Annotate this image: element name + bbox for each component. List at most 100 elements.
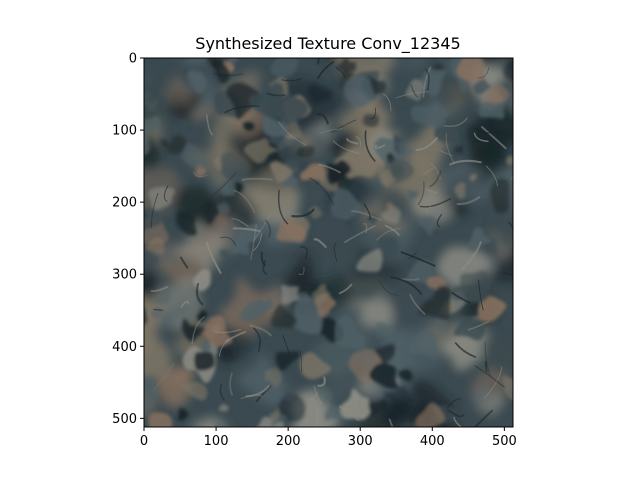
texture-stroke bbox=[313, 238, 327, 248]
texture-patch bbox=[219, 249, 230, 260]
texture-patch bbox=[144, 89, 169, 118]
texture-stroke bbox=[461, 241, 482, 271]
texture-stroke bbox=[232, 227, 261, 233]
texture-patch bbox=[243, 121, 255, 131]
texture-stroke bbox=[437, 149, 453, 156]
texture-stroke bbox=[163, 185, 169, 202]
texture-stroke bbox=[316, 113, 329, 125]
texture-stroke bbox=[192, 171, 208, 178]
texture-patch bbox=[181, 143, 207, 169]
texture-patch bbox=[375, 322, 396, 340]
texture-patch bbox=[257, 416, 285, 427]
texture-patch bbox=[330, 188, 363, 220]
texture-patch bbox=[212, 58, 230, 84]
texture-patch bbox=[213, 185, 257, 227]
texture-patch bbox=[145, 237, 165, 255]
texture-patch bbox=[176, 211, 197, 236]
texture-stroke bbox=[449, 159, 482, 166]
texture-sharp-patches bbox=[144, 58, 513, 427]
texture-patch bbox=[187, 70, 207, 94]
texture-stroke bbox=[477, 66, 489, 79]
texture-patch bbox=[271, 304, 297, 329]
texture-stroke bbox=[481, 126, 507, 150]
texture-stroke bbox=[335, 66, 346, 78]
texture-stroke bbox=[410, 84, 419, 98]
texture-patch bbox=[335, 315, 366, 349]
texture-stroke bbox=[474, 365, 505, 388]
texture-stroke bbox=[212, 72, 244, 77]
texture-stroke bbox=[281, 78, 302, 82]
texture-patch bbox=[262, 298, 274, 311]
texture-stroke bbox=[422, 66, 432, 98]
texture-stroke bbox=[400, 251, 436, 267]
texture-patch bbox=[144, 375, 160, 410]
texture-patch bbox=[342, 69, 355, 83]
texture-stroke bbox=[299, 246, 308, 259]
texture-patch bbox=[429, 102, 448, 131]
texture-patch bbox=[300, 163, 326, 182]
texture-patch bbox=[485, 337, 513, 373]
texture-patch bbox=[221, 182, 236, 196]
texture-patch bbox=[398, 369, 413, 382]
texture-stroke bbox=[473, 132, 489, 143]
texture-patch bbox=[341, 245, 361, 268]
texture-patch bbox=[165, 75, 194, 107]
texture-stroke bbox=[298, 266, 305, 276]
texture-stroke bbox=[451, 291, 472, 304]
texture-stroke bbox=[153, 308, 164, 311]
texture-stroke bbox=[150, 192, 159, 228]
texture-stroke bbox=[436, 214, 443, 228]
texture-stroke bbox=[454, 342, 477, 358]
texture-stroke bbox=[350, 210, 382, 222]
texture-patch bbox=[309, 206, 323, 219]
texture-patch bbox=[398, 140, 414, 157]
texture-patch bbox=[459, 270, 490, 302]
texture-patch bbox=[192, 418, 219, 427]
x-tick-label: 200 bbox=[276, 434, 301, 449]
texture-stroke bbox=[467, 320, 490, 331]
texture-stroke bbox=[309, 392, 318, 401]
texture-stroke bbox=[409, 293, 426, 315]
texture-patch bbox=[419, 285, 452, 320]
plot-title: Synthesized Texture Conv_12345 bbox=[195, 34, 460, 54]
texture-patch bbox=[144, 129, 150, 156]
texture-stroke bbox=[417, 181, 425, 206]
texture-stroke bbox=[278, 121, 307, 146]
texture-patch bbox=[144, 60, 161, 80]
texture-patch bbox=[503, 58, 513, 81]
texture-patch bbox=[275, 351, 300, 371]
texture-patch bbox=[278, 393, 306, 422]
texture-patch bbox=[356, 249, 383, 273]
texture-stroke bbox=[424, 187, 439, 194]
texture-patch bbox=[181, 381, 208, 401]
texture-stroke bbox=[346, 137, 359, 145]
texture-stroke bbox=[262, 259, 268, 275]
texture-patch bbox=[153, 288, 171, 305]
texture-patch bbox=[214, 346, 236, 364]
texture-patch bbox=[506, 156, 513, 166]
x-axis: 0 100 200 300 400 500 bbox=[140, 427, 517, 449]
texture-image bbox=[144, 58, 513, 427]
texture-stroke bbox=[364, 130, 376, 162]
texture-patch bbox=[468, 227, 492, 251]
texture-patch bbox=[329, 139, 351, 157]
y-tick-label: 200 bbox=[112, 196, 137, 211]
texture-patch bbox=[144, 207, 162, 231]
texture-stroke bbox=[240, 394, 263, 400]
texture-patch bbox=[386, 76, 412, 100]
texture-stroke bbox=[319, 128, 343, 134]
texture-patch bbox=[389, 162, 404, 178]
texture-patch bbox=[175, 58, 188, 64]
texture-patch bbox=[269, 161, 293, 183]
texture-stroke bbox=[277, 189, 289, 225]
x-tick-label: 400 bbox=[420, 434, 445, 449]
texture-patch bbox=[381, 205, 401, 225]
texture-patch bbox=[378, 236, 400, 261]
y-axis: 0 100 200 300 400 500 bbox=[112, 52, 144, 427]
texture-patch bbox=[379, 169, 395, 188]
texture-stroke bbox=[447, 409, 465, 418]
texture-patch bbox=[202, 315, 233, 348]
texture-stroke bbox=[291, 208, 315, 218]
texture-stroke bbox=[224, 105, 260, 114]
